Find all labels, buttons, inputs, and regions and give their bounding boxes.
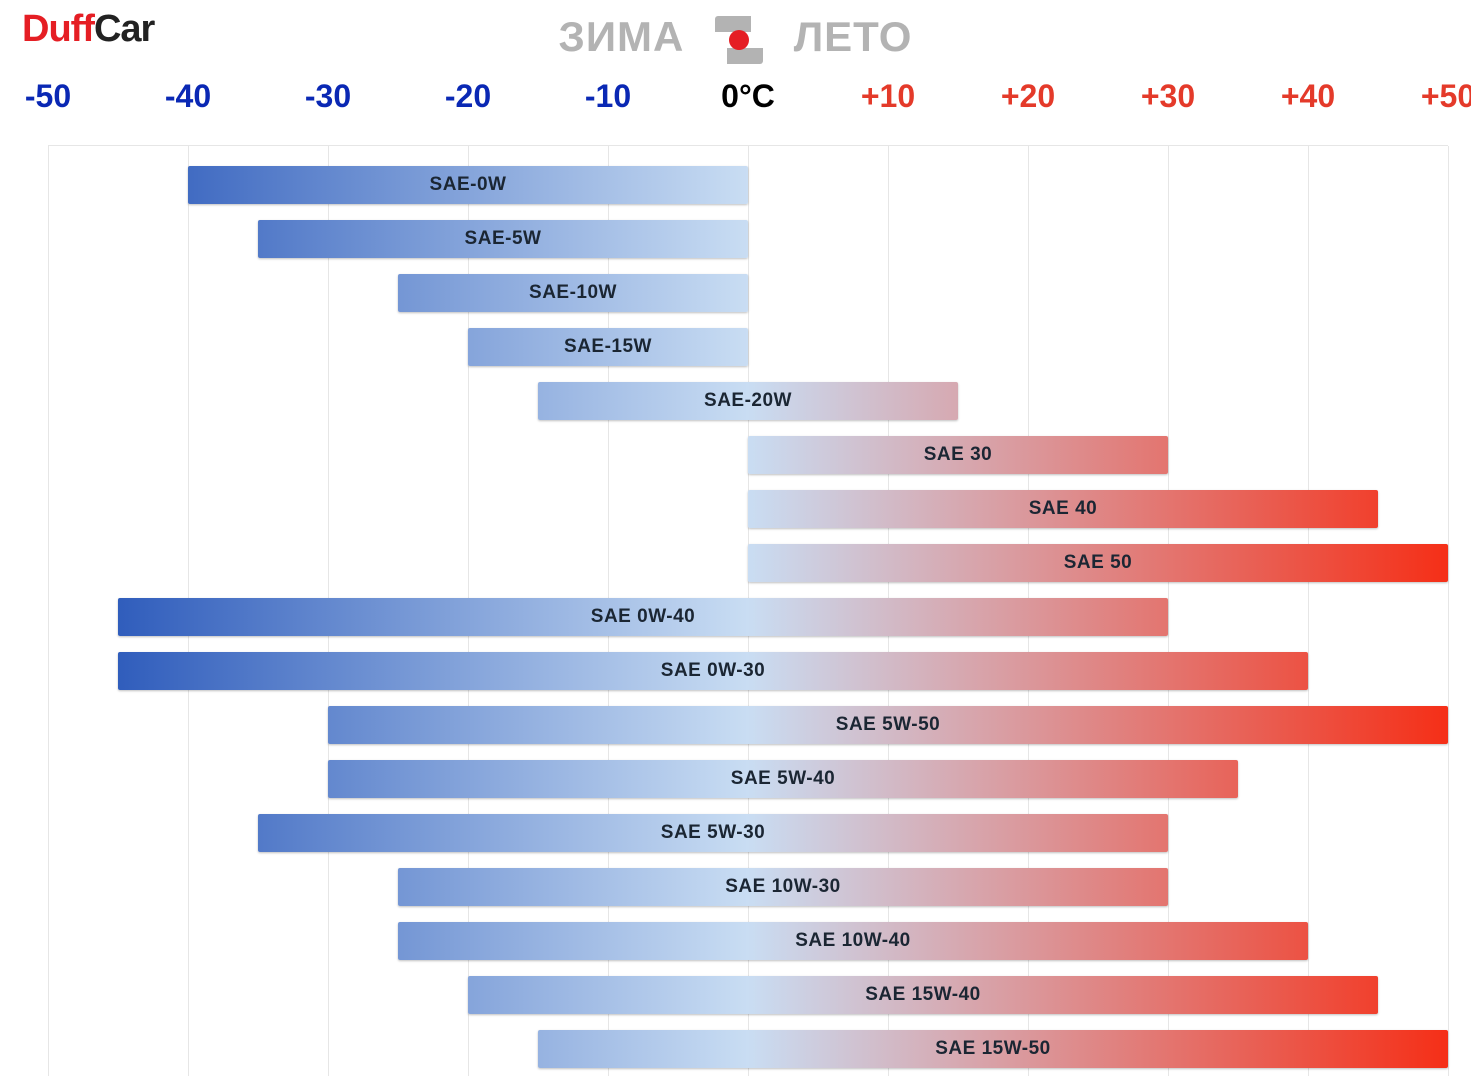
- oil-bar-label: SAE 5W-30: [258, 822, 1168, 844]
- oil-bar-label: SAE-20W: [538, 390, 958, 412]
- axis-tick-50: +50: [1421, 78, 1471, 115]
- oil-bar: SAE-10W: [398, 274, 748, 312]
- oil-bar-label: SAE-0W: [188, 174, 748, 196]
- oil-bar: SAE-5W: [258, 220, 748, 258]
- oil-bar-label: SAE 50: [748, 552, 1448, 574]
- oil-bar: SAE 10W-30: [398, 868, 1168, 906]
- oil-bar: SAE-15W: [468, 328, 748, 366]
- axis-tick--50: -50: [25, 78, 71, 115]
- oil-bar: SAE 50: [748, 544, 1448, 582]
- oil-bar-label: SAE 5W-50: [328, 714, 1448, 736]
- season-winter: ЗИМА: [559, 13, 685, 61]
- oil-bar-label: SAE-15W: [468, 336, 748, 358]
- oil-bar-label: SAE-10W: [398, 282, 748, 304]
- axis-tick--20: -20: [445, 78, 491, 115]
- axis-tick-0: 0°C: [721, 78, 775, 115]
- season-icon: [715, 16, 763, 64]
- oil-bar: SAE-20W: [538, 382, 958, 420]
- oil-bar-label: SAE 15W-40: [468, 984, 1378, 1006]
- oil-bar-label: SAE 0W-30: [118, 660, 1308, 682]
- oil-bar: SAE 30: [748, 436, 1168, 474]
- oil-bar: SAE 0W-40: [118, 598, 1168, 636]
- oil-bar: SAE 0W-30: [118, 652, 1308, 690]
- axis-tick--40: -40: [165, 78, 211, 115]
- oil-bar-label: SAE 5W-40: [328, 768, 1238, 790]
- axis-labels: -50 -40 -30 -20 -10 0°C +10 +20 +30 +40 +50: [0, 78, 1471, 128]
- axis-tick-20: +20: [1001, 78, 1055, 115]
- gridline: [1448, 146, 1449, 1076]
- season-title: ЗИМА ЛЕТО: [0, 10, 1471, 61]
- axis-tick--10: -10: [585, 78, 631, 115]
- oil-bar: SAE 10W-40: [398, 922, 1308, 960]
- oil-bar: SAE-0W: [188, 166, 748, 204]
- axis-tick-10: +10: [861, 78, 915, 115]
- header: DuffCar ЗИМА ЛЕТО: [0, 6, 1471, 66]
- oil-bar: SAE 15W-40: [468, 976, 1378, 1014]
- chart-area: SAE-0W SAE-5W SAE-10W SAE-15W SAE-20W SAE 30 S…: [48, 145, 1448, 1076]
- oil-bar-label: SAE 0W-40: [118, 606, 1168, 628]
- oil-bar-label: SAE 40: [748, 498, 1378, 520]
- oil-bar: SAE 5W-50: [328, 706, 1448, 744]
- oil-bar: SAE 5W-40: [328, 760, 1238, 798]
- oil-bar: SAE 5W-30: [258, 814, 1168, 852]
- axis-tick-30: +30: [1141, 78, 1195, 115]
- oil-bar-label: SAE 10W-30: [398, 876, 1168, 898]
- season-summer: ЛЕТО: [794, 13, 913, 61]
- oil-bar-label: SAE-5W: [258, 228, 748, 250]
- oil-bar: SAE 15W-50: [538, 1030, 1448, 1068]
- oil-bar-label: SAE 10W-40: [398, 930, 1308, 952]
- gridline: [1308, 146, 1309, 1076]
- axis-tick--30: -30: [305, 78, 351, 115]
- axis-tick-40: +40: [1281, 78, 1335, 115]
- oil-bar-label: SAE 15W-50: [538, 1038, 1448, 1060]
- oil-bar-label: SAE 30: [748, 444, 1168, 466]
- oil-bar: SAE 40: [748, 490, 1378, 528]
- page: DuffCar ЗИМА ЛЕТО -50 -40 -30 -20 -10 0°C +10 +…: [0, 0, 1471, 1080]
- gridline: [48, 146, 49, 1076]
